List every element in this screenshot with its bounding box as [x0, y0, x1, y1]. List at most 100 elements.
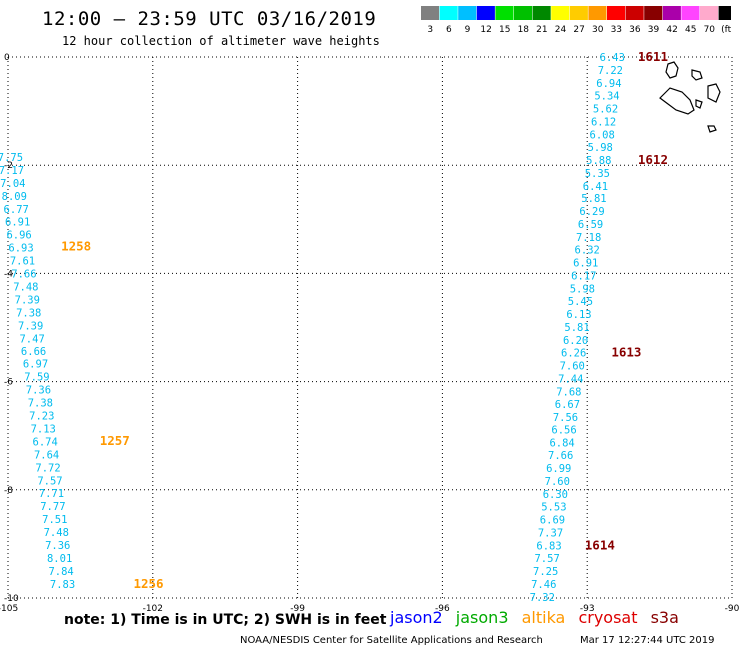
wave-height-value: 7.44 [558, 373, 583, 385]
wave-height-value: 5.34 [594, 90, 619, 102]
scale-label: 9 [465, 25, 471, 35]
scale-label: 42 [666, 25, 677, 35]
chart-title: 12:00 – 23:59 UTC 03/16/2019 [42, 8, 377, 30]
wave-height-value: 7.56 [553, 412, 578, 424]
wave-height-value: 7.68 [556, 386, 581, 398]
scale-swatch [476, 6, 495, 20]
legend-jason2: jason2 [390, 608, 443, 627]
scale-label: 33 [611, 25, 622, 35]
wave-height-value: 7.84 [48, 566, 73, 578]
scale-label: 45 [685, 25, 696, 35]
wave-height-value: 7.47 [19, 333, 44, 345]
scale-swatch [532, 6, 551, 20]
legend-jason3: jason3 [455, 608, 509, 627]
legend-s3a: s3a [650, 608, 679, 627]
wave-height-value: 5.81 [564, 322, 589, 334]
scale-label: 39 [648, 25, 660, 35]
wave-height-value: 6.66 [21, 346, 46, 358]
wave-height-value: 6.91 [5, 216, 30, 228]
wave-height-value: 6.30 [543, 489, 568, 501]
scale-label: 12 [480, 25, 491, 35]
wave-height-value: 7.51 [42, 514, 67, 526]
wave-height-value: 7.13 [31, 424, 56, 436]
wave-height-value: 8.01 [47, 553, 72, 565]
scale-label: 6 [446, 25, 452, 35]
wave-height-value: 7.83 [50, 579, 75, 591]
footnote: note: 1) Time is in UTC; 2) SWH is in fe… [64, 612, 387, 628]
wave-height-value: 6.26 [561, 347, 586, 359]
wave-height-value: 6.13 [566, 309, 591, 321]
scale-swatch [551, 6, 570, 20]
wave-height-value: 6.97 [23, 359, 48, 371]
credit-line: NOAA/NESDIS Center for Satellite Applica… [240, 635, 543, 646]
wave-height-value: 7.38 [28, 398, 53, 410]
legend-cryosat: cryosat [578, 608, 638, 627]
y-tick-label: -10 [4, 594, 19, 604]
wave-height-value: 5.88 [586, 155, 611, 167]
wave-height-value: 7.66 [548, 450, 573, 462]
y-tick-label: 0 [4, 53, 10, 63]
scale-label: 36 [629, 25, 641, 35]
wave-height-value: 6.94 [596, 78, 621, 90]
scale-swatch [607, 6, 626, 20]
wave-height-value: 7.59 [24, 372, 49, 384]
pass-time-label: 1611 [638, 49, 668, 64]
wave-height-value: 7.22 [598, 65, 623, 77]
island-outline [707, 83, 721, 103]
wave-height-value: 5.45 [568, 296, 593, 308]
x-tick-label: -102 [143, 604, 163, 614]
island-outline [707, 125, 717, 133]
island-outline [659, 87, 695, 115]
wave-height-value: 6.08 [590, 129, 615, 141]
x-tick-label: -90 [725, 604, 740, 614]
wave-height-value: 5.98 [588, 142, 613, 154]
x-tick-label: -96 [435, 604, 450, 614]
wave-height-value: 7.36 [45, 540, 70, 552]
x-tick-label: -93 [580, 604, 595, 614]
wave-height-value: 6.96 [6, 229, 31, 241]
wave-height-value: 6.99 [546, 463, 571, 475]
y-tick-label: -6 [4, 378, 13, 388]
scale-label: 30 [592, 25, 604, 35]
wave-height-value: 7.37 [538, 528, 563, 540]
y-tick-label: -2 [4, 161, 13, 171]
scale-label: 15 [499, 25, 510, 35]
wave-height-value: 7.48 [13, 281, 38, 293]
wave-height-value: 5.62 [593, 103, 618, 115]
wave-height-value: 7.38 [16, 307, 41, 319]
wave-height-value: 6.29 [579, 206, 604, 218]
wave-height-value: 6.67 [555, 399, 580, 411]
generated-timestamp: Mar 17 12:27:44 UTC 2019 [580, 635, 715, 646]
wave-height-value: 7.25 [533, 566, 558, 578]
wave-height-value: 7.71 [39, 488, 64, 500]
wave-height-value: 5.53 [541, 502, 566, 514]
wave-height-value: 5.81 [581, 193, 606, 205]
scale-swatch [681, 6, 700, 20]
wave-height-value: 7.75 [0, 152, 23, 164]
y-tick-label: -4 [4, 269, 13, 279]
wave-height-value: 6.32 [575, 245, 600, 257]
wave-height-value: 6.41 [583, 181, 608, 193]
pass-time-label: 1614 [585, 538, 615, 553]
island-outline [665, 61, 679, 79]
pass-time-label: 1613 [611, 344, 641, 359]
wave-height-value: 7.61 [10, 255, 35, 267]
scale-swatch [514, 6, 533, 20]
scale-swatch [458, 6, 477, 20]
wave-height-value: 6.74 [33, 437, 58, 449]
scale-label: 70 [704, 25, 716, 35]
wave-height-value: 7.72 [35, 463, 60, 475]
wave-height-value: 7.39 [15, 294, 40, 306]
x-tick-label: -99 [290, 604, 305, 614]
wave-height-value: 7.60 [545, 476, 570, 488]
scale-swatch [421, 6, 440, 20]
scale-swatch [439, 6, 458, 20]
wave-height-value: 6.43 [600, 52, 625, 64]
scale-label: (ft) [721, 25, 731, 35]
chart-subtitle: 12 hour collection of altimeter wave hei… [62, 34, 380, 48]
wave-height-value: 7.48 [44, 527, 69, 539]
scale-swatch [700, 6, 719, 20]
wave-height-value: 6.91 [573, 258, 598, 270]
